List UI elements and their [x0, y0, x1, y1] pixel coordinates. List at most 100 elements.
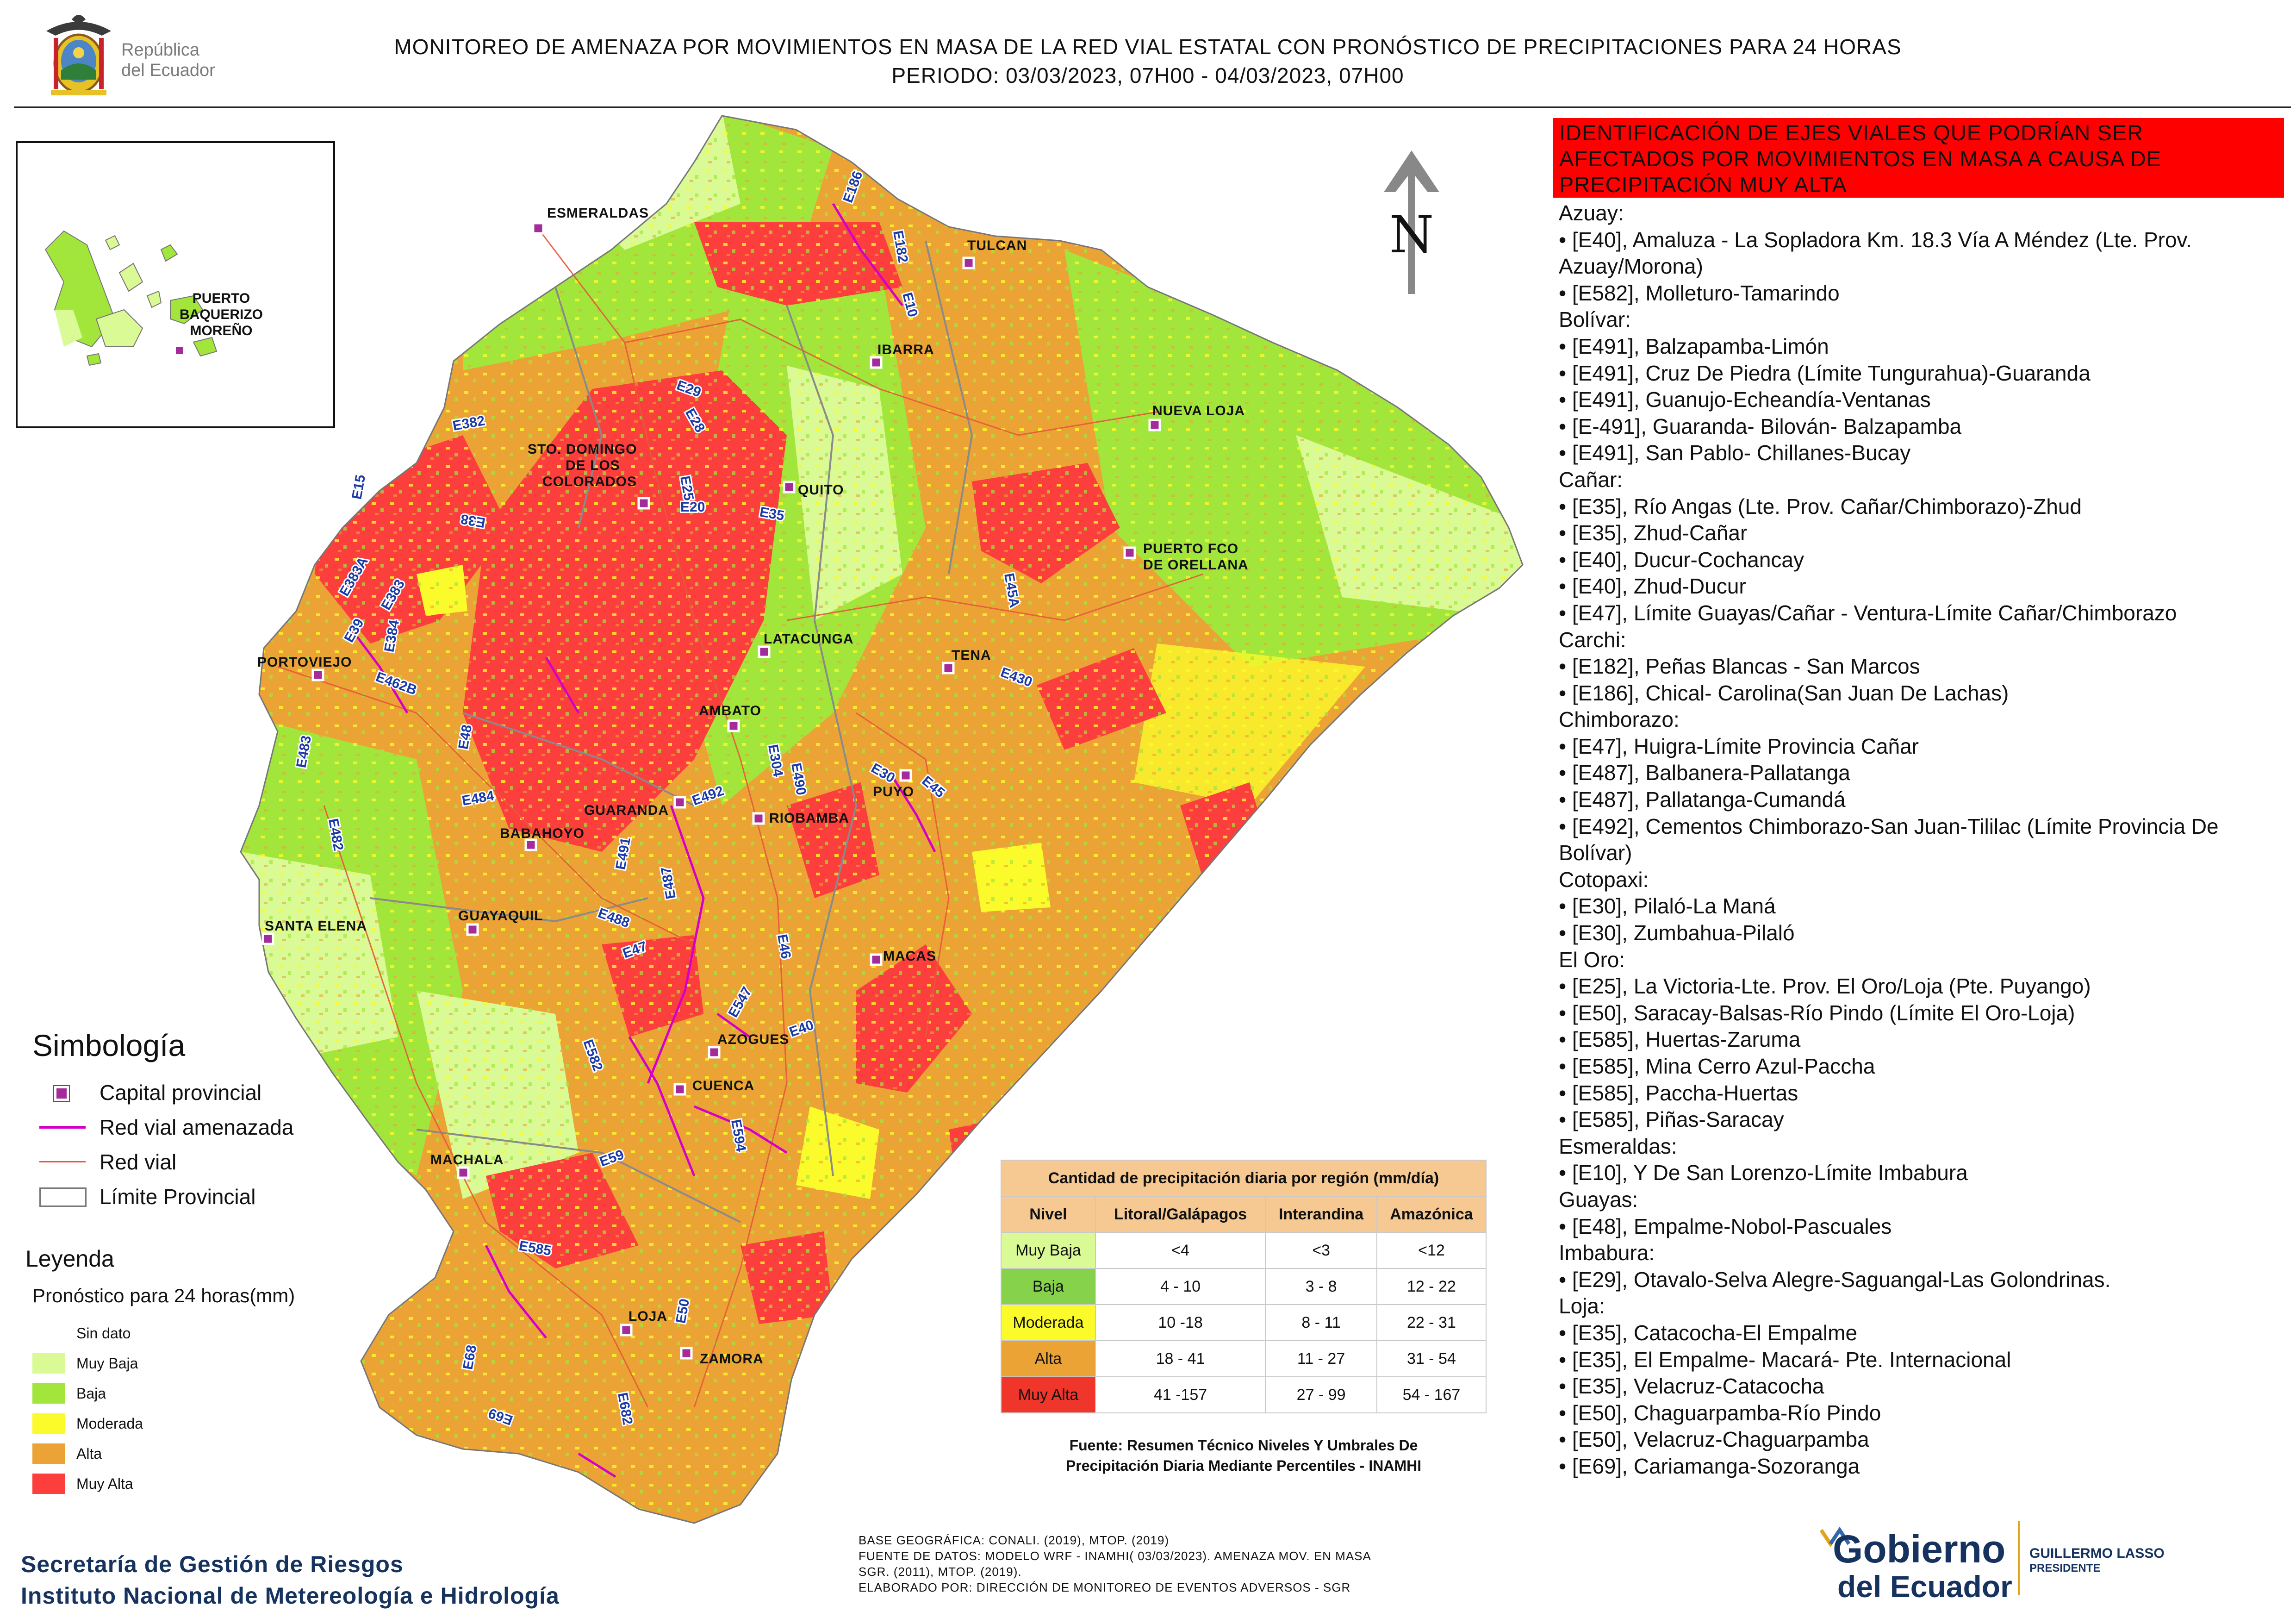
galapagos-inset-svg: PUERTO BAQUERIZO MOREÑO — [44, 230, 263, 366]
title-period: PERIODO: 03/03/2023, 07H00 - 04/03/2023,… — [891, 63, 1404, 87]
table-cell: 41 -157 — [1095, 1376, 1266, 1413]
table-cell: 3 - 8 — [1265, 1268, 1377, 1305]
table-header-amazonica: Amazónica — [1376, 1196, 1487, 1233]
city-label-portoviejo: PORTOVIEJO — [257, 655, 352, 670]
city-label-loja: LOJA — [628, 1309, 667, 1324]
table-header-litoral: Litoral/Galápagos — [1095, 1196, 1266, 1233]
legend-swatch — [32, 1474, 65, 1494]
gobierno-wordmark-line1: Gobierno — [1833, 1527, 2005, 1571]
table-cell-nivel: Muy Alta — [1001, 1376, 1096, 1413]
affected-road-item: • [E492], Cementos Chimborazo-San Juan-T… — [1559, 814, 2219, 865]
table-cell: 22 - 31 — [1376, 1304, 1487, 1341]
affected-road-item: • [E491], Balzapamba-Limón — [1559, 334, 1829, 358]
table-title: Cantidad de precipitación diaria por reg… — [1001, 1160, 1487, 1197]
affected-road-item: • [E40], Ducur-Cochancay — [1559, 547, 1804, 572]
affected-road-item: • [E47], Huigra-Límite Provincia Cañar — [1559, 734, 1919, 758]
table-cell-nivel: Moderada — [1001, 1304, 1096, 1341]
galapagos-inset-map[interactable]: PUERTO BAQUERIZO MOREÑO — [16, 141, 335, 428]
legend-level-label: Muy Baja — [76, 1355, 138, 1372]
province-heading: Cañar: — [1559, 467, 1623, 492]
legend-level-label: Baja — [76, 1385, 106, 1402]
legend-level-sin-dato: Sin dato — [32, 1319, 131, 1347]
legend-item-boundary-label: Límite Provincial — [100, 1185, 256, 1209]
data-sources: BASE GEOGRÁFICA: CONALI. (2019), MTOP. (… — [859, 1532, 1506, 1595]
city-label-puerto-fco: PUERTO FCO — [1143, 541, 1238, 556]
province-heading: Carchi: — [1559, 627, 1626, 652]
affected-road-item: • [E487], Balbanera-Pallatanga — [1559, 761, 1850, 785]
table-source-caption: Fuente: Resumen Técnico Niveles Y Umbral… — [1001, 1435, 1487, 1476]
city-label-azogues: AZOGUES — [717, 1032, 789, 1047]
city-label-ambato: AMBATO — [699, 703, 761, 718]
city-label-tena: TENA — [952, 648, 991, 663]
affected-roads-list: Azuay: • [E40], Amaluza - La Sopladora Km… — [1559, 200, 2285, 1480]
inset-city-line2: BAQUERIZO — [180, 307, 263, 322]
table-cell-nivel: Muy Baja — [1001, 1232, 1096, 1269]
legend-level-label: Muy Alta — [76, 1475, 133, 1492]
legend-level-label: Moderada — [76, 1415, 143, 1432]
province-heading: Loja: — [1559, 1294, 1605, 1318]
affected-road-item: • [E585], Paccha-Huertas — [1559, 1081, 1798, 1105]
table-cell: 18 - 41 — [1095, 1340, 1266, 1377]
province-heading: Guayas: — [1559, 1187, 1638, 1212]
legend-item-road: Red vial — [39, 1146, 176, 1178]
country-name-line1: República — [121, 40, 199, 60]
affected-road-item: • [E29], Otavalo-Selva Alegre-Saguangal-… — [1559, 1267, 2111, 1292]
source-line: SGR. (2011), MTOP. (2019). — [859, 1565, 1022, 1579]
city-label-puyo: PUYO — [873, 784, 914, 800]
source-line: ELABORADO POR: DIRECCIÓN DE MONITOREO DE… — [859, 1580, 1351, 1594]
country-name-line2: del Ecuador — [121, 61, 215, 80]
table-caption-line1: Fuente: Resumen Técnico Niveles Y Umbral… — [1069, 1437, 1418, 1454]
table-caption-line2: Precipitación Diaria Mediante Percentile… — [1065, 1457, 1422, 1474]
city-label-cuenca: CUENCA — [692, 1078, 754, 1093]
affected-road-item: • [E25], La Victoria-Lte. Prov. El Oro/L… — [1559, 974, 2091, 999]
city-label-riobamba: RIOBAMBA — [769, 811, 849, 826]
legend-symbology-title: Simbología — [32, 1028, 186, 1062]
table-cell: <4 — [1095, 1232, 1266, 1269]
institution-credits: Secretaría de Gestión de Riesgos Institu… — [21, 1549, 560, 1612]
provincial-boundary-icon — [39, 1187, 87, 1207]
president-name: GUILLERMO LASSO — [2029, 1546, 2165, 1561]
legend-item-capital-label: Capital provincial — [100, 1081, 262, 1105]
road-label-e68: E68 — [460, 1344, 479, 1371]
affected-road-item: • [E40], Amaluza - La Sopladora Km. 18.3… — [1559, 227, 2192, 279]
legend-level-muy-baja: Muy Baja — [32, 1349, 138, 1377]
legend-level-label: Sin dato — [76, 1324, 131, 1342]
table-cell: 31 - 54 — [1376, 1340, 1487, 1377]
province-heading: Cotopaxi: — [1559, 867, 1649, 892]
affected-road-item: • [E585], Piñas-Saracay — [1559, 1107, 1784, 1132]
province-heading: Bolívar: — [1559, 307, 1631, 332]
affected-road-item: • [E35], Velacruz-Catacocha — [1559, 1374, 1824, 1399]
city-label-sto-domingo-2: DE LOS — [566, 458, 620, 473]
province-heading: Esmeraldas: — [1559, 1134, 1677, 1158]
affected-road-item: • [E40], Zhud-Ducur — [1559, 574, 1746, 599]
gobierno-logo: Gobierno del Ecuador GUILLERMO LASSO PRE… — [1819, 1521, 2165, 1604]
affected-road-item: • [E35], Zhud-Cañar — [1559, 521, 1748, 545]
coat-of-arms-icon — [46, 15, 111, 95]
affected-road-item: • [E30], Pilaló-La Maná — [1559, 894, 1776, 918]
table-cell-nivel: Baja — [1001, 1268, 1096, 1305]
identification-banner: IDENTIFICACIÓN DE EJES VIALES QUE PODRÍA… — [1553, 118, 2284, 198]
legend-level-label: Alta — [76, 1445, 102, 1462]
affected-road-item: • [E47], Límite Guayas/Cañar - Ventura-L… — [1559, 600, 2177, 625]
table-header-interandina: Interandina — [1265, 1196, 1377, 1233]
city-label-ibarra: IBARRA — [877, 342, 934, 357]
legend-swatch — [32, 1383, 65, 1404]
legend-level-alta: Alta — [32, 1440, 102, 1468]
city-label-latacunga: LATACUNGA — [764, 631, 854, 647]
legend-item-road-label: Red vial — [100, 1150, 177, 1174]
title-line1: MONITOREO DE AMENAZA POR MOVIMIENTOS EN … — [394, 35, 1902, 59]
affected-road-item: • [E585], Mina Cerro Azul-Paccha — [1559, 1054, 1875, 1078]
city-label-nueva-loja: NUEVA LOJA — [1152, 403, 1245, 418]
province-heading: Azuay: — [1559, 201, 1624, 225]
affected-road-item: • [E50], Saracay-Balsas-Río Pindo (Límit… — [1559, 1000, 2075, 1025]
affected-road-item: • [E491], San Pablo- Chillanes-Bucay — [1559, 441, 1911, 465]
legend-swatch — [32, 1443, 65, 1464]
gobierno-wordmark-line2: del Ecuador — [1837, 1569, 2012, 1604]
affected-road-item: • [E-491], Guaranda- Bilován- Balzapamba — [1559, 414, 1962, 438]
table-cell: 54 - 167 — [1376, 1376, 1487, 1413]
institution-line1: Secretaría de Gestión de Riesgos — [21, 1551, 404, 1577]
city-label-babahoyo: BABAHOYO — [500, 826, 585, 841]
legend-item-capital: Capital provincial — [39, 1076, 261, 1109]
country-name: República del Ecuador — [121, 40, 242, 81]
table-cell: 12 - 22 — [1376, 1268, 1487, 1305]
